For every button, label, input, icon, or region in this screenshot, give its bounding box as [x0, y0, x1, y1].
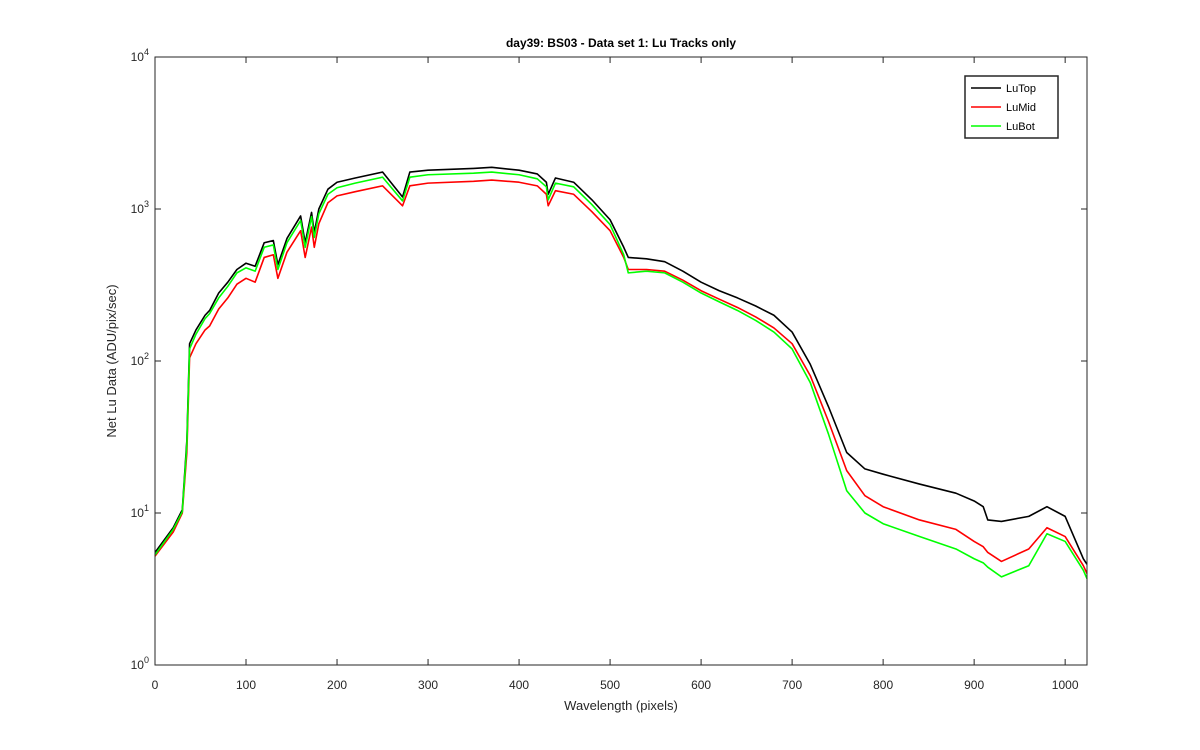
legend-label: LuBot [1006, 121, 1035, 133]
y-tick-label: 103 [131, 199, 149, 216]
series-line [154, 166, 1088, 565]
x-tick-label: 500 [600, 678, 620, 692]
chart-title: day39: BS03 - Data set 1: Lu Tracks only [506, 36, 736, 50]
x-tick-label: 900 [964, 678, 984, 692]
x-tick-label: 400 [509, 678, 529, 692]
y-tick-label: 100 [131, 655, 149, 672]
legend-label: LuTop [1006, 83, 1036, 95]
legend-label: LuMid [1006, 102, 1036, 114]
x-tick-label: 700 [782, 678, 802, 692]
y-tick-label: 104 [131, 47, 149, 64]
x-tick-label: 600 [691, 678, 711, 692]
x-axis-label: Wavelength (pixels) [564, 698, 678, 713]
x-tick-label: 100 [236, 678, 256, 692]
series-line [154, 171, 1088, 579]
y-axis-label: Net Lu Data (ADU/pix/sec) [104, 284, 119, 437]
plot-frame [154, 56, 1088, 666]
x-tick-label: 1000 [1052, 678, 1079, 692]
x-tick-label: 300 [418, 678, 438, 692]
series-line [154, 179, 1088, 574]
y-tick-label: 101 [131, 503, 149, 520]
x-tick-label: 800 [873, 678, 893, 692]
y-tick-label: 102 [131, 351, 149, 368]
x-tick-label: 0 [152, 678, 159, 692]
x-tick-label: 200 [327, 678, 347, 692]
